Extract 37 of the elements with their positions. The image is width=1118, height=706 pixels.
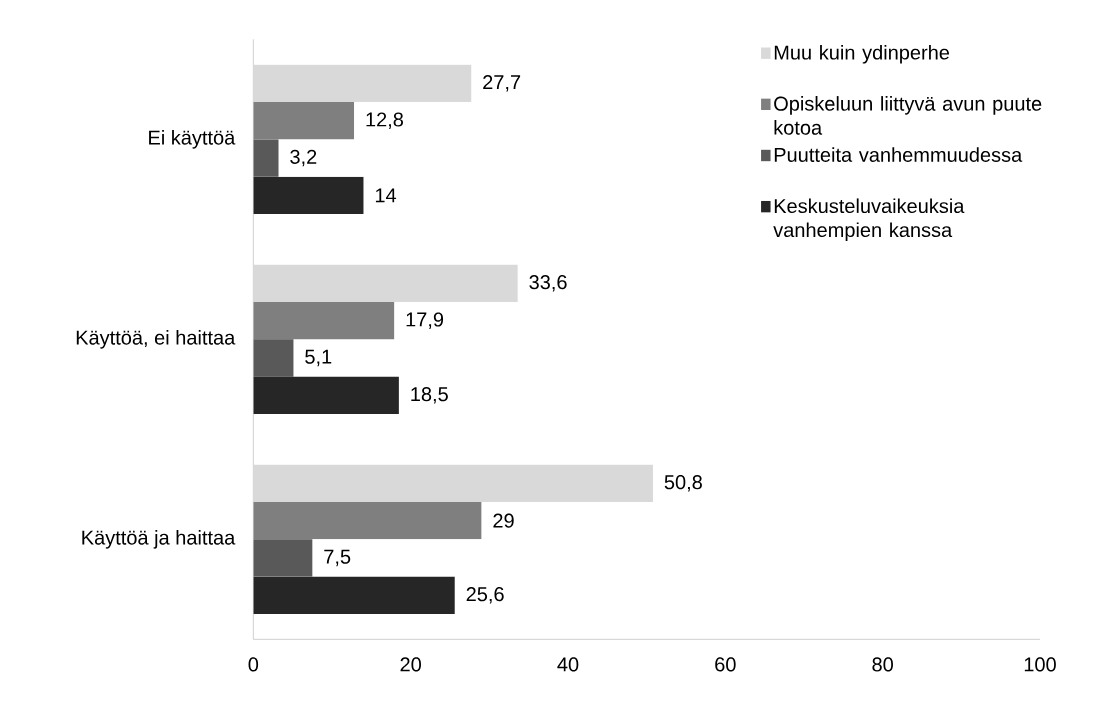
data-label: 7,5 [324, 549, 351, 567]
data-label: 27,7 [483, 75, 521, 92]
legend-label: Opiskeluun liittyvä avun puute kotoa [774, 96, 1042, 135]
bar [253, 64, 472, 102]
bar [253, 464, 653, 502]
data-label: 5,1 [305, 349, 332, 367]
y-tick-label: Ei käyttöä [149, 130, 236, 149]
bar [253, 502, 482, 540]
x-tick-label: 60 [715, 657, 736, 672]
data-label: 3,2 [290, 149, 317, 167]
bar [253, 539, 313, 577]
bar [253, 264, 518, 302]
y-tick-label: Käyttöä, ei haittaa [76, 330, 236, 349]
data-label: 14 [375, 188, 397, 203]
x-tick-label: 20 [400, 657, 421, 672]
x-tick-label: 40 [557, 657, 579, 672]
data-label: 50,8 [664, 475, 702, 492]
x-tick-label: 80 [872, 657, 893, 672]
legend-label: Muu kuin ydinperhe [774, 44, 950, 64]
data-label: 33,6 [529, 275, 567, 292]
bar [253, 376, 399, 414]
data-label: 17,9 [406, 312, 444, 329]
bar [253, 302, 395, 340]
bar [253, 102, 355, 140]
data-label: 25,6 [466, 587, 504, 604]
x-tick-label: 100 [1024, 657, 1056, 672]
legend-label: Keskusteluvaikeuksia vanhempien kanssa [773, 198, 965, 242]
x-tick-label: 0 [248, 657, 259, 672]
legend-label: Puutteita vanhemmuudessa [774, 147, 1023, 162]
bar [253, 339, 294, 377]
data-label: 29 [493, 513, 514, 528]
data-label: 12,8 [366, 112, 404, 129]
data-label: 18,5 [411, 387, 448, 404]
y-tick-label: Käyttöä ja haittaa [82, 530, 236, 549]
bar [253, 576, 455, 614]
bar [253, 176, 364, 214]
bar [253, 139, 279, 177]
